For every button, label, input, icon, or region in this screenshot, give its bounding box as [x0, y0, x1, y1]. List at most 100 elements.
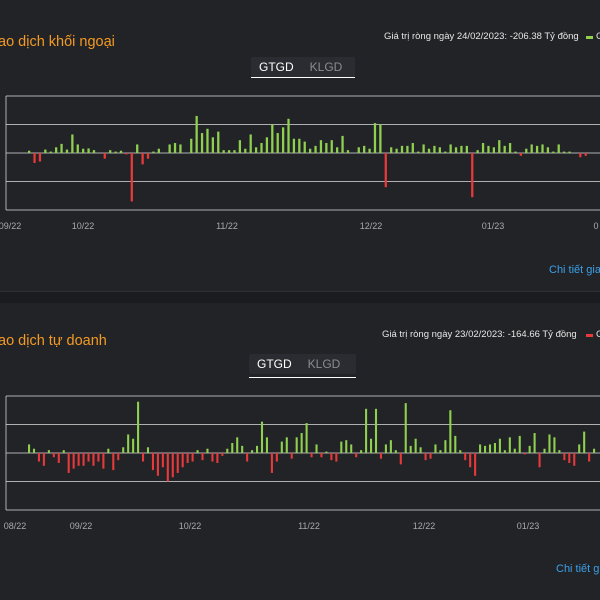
chart-bar[interactable] [578, 444, 581, 453]
chart-bar[interactable] [206, 128, 209, 153]
chart-bar[interactable] [530, 144, 533, 153]
chart-bar[interactable] [146, 153, 150, 159]
chart-bar[interactable] [424, 453, 427, 461]
chart-bar[interactable] [465, 145, 468, 154]
chart-bar[interactable] [411, 143, 414, 153]
chart-bar[interactable] [557, 144, 560, 153]
chart-bar[interactable] [535, 145, 539, 154]
chart-bar[interactable] [201, 453, 204, 461]
chart-bar[interactable] [464, 453, 467, 461]
chart-bar[interactable] [543, 448, 546, 453]
chart-bar[interactable] [518, 435, 521, 453]
chart-bar[interactable] [109, 150, 112, 153]
chart-bar[interactable] [498, 438, 501, 453]
chart-bar[interactable] [394, 450, 397, 453]
chart-bar[interactable] [82, 148, 85, 153]
chart-bar[interactable] [409, 445, 412, 454]
chart-bar[interactable] [216, 453, 219, 463]
chart-bar[interactable] [44, 149, 47, 153]
chart-bar[interactable] [340, 441, 343, 453]
chart-bar[interactable] [241, 445, 244, 454]
chart-bar[interactable] [593, 448, 596, 453]
chart-bar[interactable] [330, 453, 333, 461]
chart-bar[interactable] [573, 453, 576, 466]
chart-bar[interactable] [206, 448, 209, 453]
chart-bar[interactable] [300, 433, 303, 453]
chart-bar[interactable] [92, 150, 96, 153]
chart-bar[interactable] [103, 153, 106, 159]
chart-bar[interactable] [363, 145, 366, 154]
chart-bar[interactable] [474, 453, 477, 476]
chart-bar[interactable] [379, 453, 382, 459]
chart-bar[interactable] [156, 453, 159, 476]
chart-bar[interactable] [152, 151, 155, 154]
chart-bar[interactable] [419, 447, 422, 453]
chart-bar[interactable] [488, 444, 492, 453]
chart-bar[interactable] [305, 423, 308, 454]
chart-bar[interactable] [523, 453, 526, 455]
chart-bar[interactable] [168, 144, 171, 153]
chart-bar[interactable] [558, 450, 561, 453]
chart-bar[interactable] [514, 151, 517, 154]
chart-bar[interactable] [325, 143, 328, 153]
chart-bar[interactable] [454, 147, 458, 153]
chart-bar[interactable] [325, 451, 328, 454]
chart-bar[interactable] [533, 433, 536, 453]
chart-bar[interactable] [260, 143, 263, 153]
chart-bar[interactable] [384, 153, 387, 188]
chart-bar[interactable] [503, 450, 506, 453]
chart-bar[interactable] [251, 450, 254, 453]
chart-bar[interactable] [498, 140, 501, 153]
chart-bar[interactable] [122, 447, 125, 453]
chart-bar[interactable] [346, 150, 350, 153]
chart-bar[interactable] [460, 145, 463, 154]
chart-bar[interactable] [562, 151, 566, 154]
chart-bar[interactable] [295, 437, 298, 454]
chart-bar[interactable] [315, 444, 318, 453]
chart-bar[interactable] [281, 127, 285, 153]
chart-bar[interactable] [330, 140, 333, 153]
chart-bar[interactable] [528, 445, 531, 454]
chart-bar[interactable] [345, 440, 348, 453]
chart-bar[interactable] [130, 153, 133, 202]
chart-bar[interactable] [233, 150, 236, 153]
chart-bar[interactable] [553, 437, 556, 454]
tab-klgd[interactable]: KLGD [307, 357, 341, 371]
chart-bar[interactable] [469, 453, 472, 468]
chart-bar[interactable] [280, 441, 283, 453]
chart-bar[interactable] [390, 147, 393, 153]
chart-bar[interactable] [395, 148, 398, 153]
chart-bar[interactable] [137, 401, 140, 453]
chart-bar[interactable] [285, 437, 288, 454]
chart-bar[interactable] [142, 453, 145, 462]
chart-bar[interactable] [444, 440, 447, 453]
chart-bar[interactable] [519, 153, 523, 156]
chart-bar[interactable] [28, 444, 31, 453]
chart-bar[interactable] [47, 450, 50, 453]
chart-bar[interactable] [568, 453, 571, 463]
chart-bar[interactable] [414, 438, 417, 453]
chart-bar[interactable] [552, 151, 555, 154]
chart-bar[interactable] [157, 148, 160, 153]
chart-bar[interactable] [265, 437, 268, 454]
chart-bar[interactable] [171, 453, 174, 478]
chart-bar[interactable] [584, 153, 587, 156]
chart-bar[interactable] [87, 453, 90, 462]
chart-bar[interactable] [479, 444, 482, 453]
chart-bar[interactable] [579, 153, 582, 158]
tab-gtgd[interactable]: GTGD [259, 60, 294, 74]
chart-bar[interactable] [492, 147, 495, 153]
chart-bar[interactable] [161, 453, 164, 468]
chart-bar[interactable] [231, 443, 234, 453]
chart-bar[interactable] [454, 435, 457, 453]
chart-bar[interactable] [141, 153, 144, 165]
chart-bar[interactable] [49, 151, 52, 154]
chart-bar[interactable] [97, 453, 100, 462]
chart-bar[interactable] [493, 443, 496, 453]
chart-bar[interactable] [217, 131, 220, 154]
chart-bar[interactable] [42, 453, 45, 466]
tab-gtgd[interactable]: GTGD [257, 357, 292, 371]
chart-bar[interactable] [190, 138, 193, 153]
chart-bar[interactable] [62, 450, 65, 453]
detail-link[interactable]: Chi tiết gia [549, 264, 600, 276]
